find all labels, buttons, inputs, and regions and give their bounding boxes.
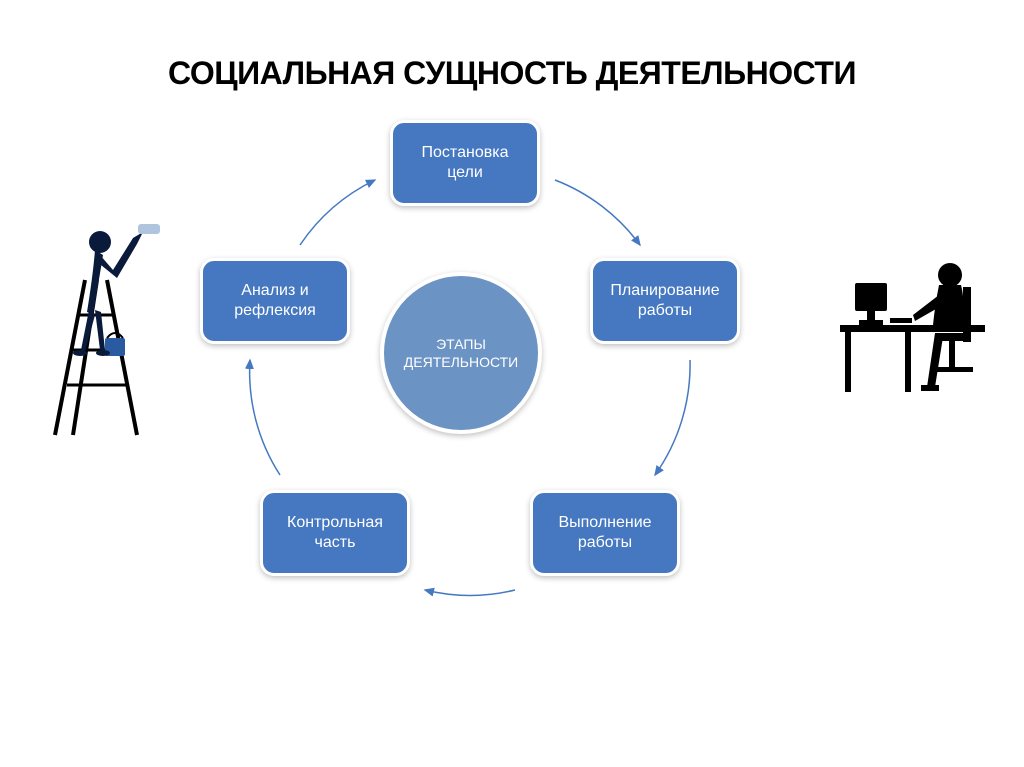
painter-icon: [45, 220, 175, 440]
cycle-arrow: [555, 180, 640, 245]
cycle-arrow: [300, 180, 375, 245]
cycle-arrow: [655, 360, 690, 475]
cycle-arrow: [250, 360, 280, 475]
desk-worker-icon: [835, 255, 990, 395]
cycle-arrow: [425, 590, 515, 595]
